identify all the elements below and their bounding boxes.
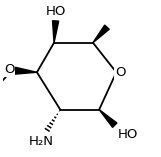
- Text: O: O: [4, 63, 14, 76]
- Polygon shape: [15, 67, 37, 74]
- Text: H₂N: H₂N: [29, 135, 54, 148]
- Polygon shape: [99, 110, 117, 127]
- Polygon shape: [52, 21, 59, 43]
- Text: O: O: [115, 66, 125, 79]
- Text: HO: HO: [118, 128, 138, 141]
- Polygon shape: [93, 25, 109, 43]
- Text: HO: HO: [45, 5, 66, 18]
- Text: O: O: [115, 66, 125, 79]
